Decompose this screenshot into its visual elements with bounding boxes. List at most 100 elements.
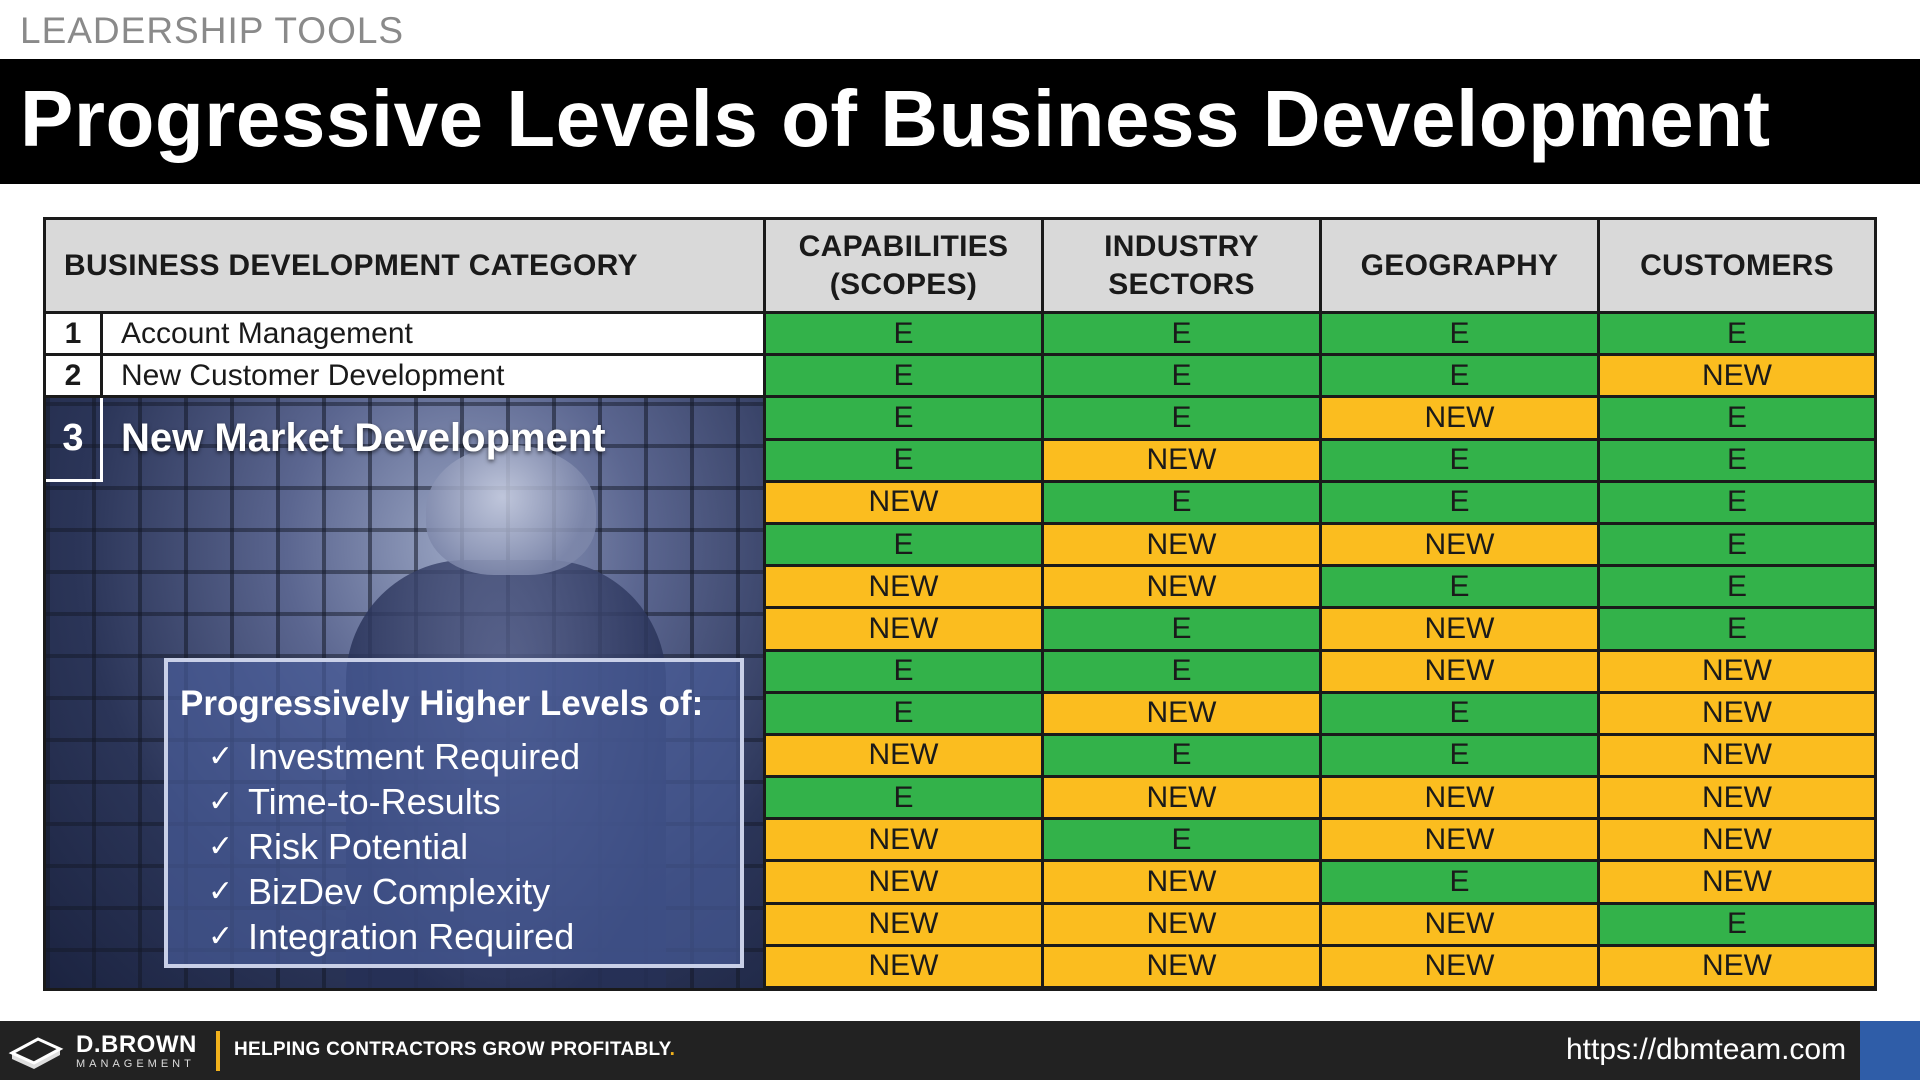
page-title: Progressive Levels of Business Developme… <box>20 74 1771 163</box>
value-cell-industry: E <box>1044 651 1322 694</box>
value-cell-geography: E <box>1322 862 1600 905</box>
category-label: New Market Development <box>121 416 606 461</box>
value-cell-capabilities: NEW <box>766 567 1044 610</box>
list-item: ✓ Integration Required <box>208 914 740 959</box>
column-header-customers: CUSTOMERS <box>1600 220 1874 314</box>
value-cell-customers: NEW <box>1600 778 1874 821</box>
checkmark-icon: ✓ <box>208 920 234 954</box>
value-cell-geography: E <box>1322 482 1600 525</box>
checkmark-icon: ✓ <box>208 875 234 909</box>
value-cell-geography: NEW <box>1322 820 1600 863</box>
category-label: Account Management <box>121 316 413 350</box>
list-item: ✓ BizDev Complexity <box>208 869 740 914</box>
category-label: New Customer Development <box>121 358 505 392</box>
value-cell-customers: NEW <box>1600 946 1874 988</box>
list-item-label: Investment Required <box>248 735 581 777</box>
value-cell-customers: E <box>1600 440 1874 483</box>
value-cell-industry: E <box>1044 609 1322 652</box>
value-cell-customers: E <box>1600 567 1874 610</box>
value-cell-geography: E <box>1322 693 1600 736</box>
category-number: 2 <box>46 356 103 396</box>
value-cell-capabilities: NEW <box>766 904 1044 947</box>
brand-name: D.BROWN <box>76 1031 197 1058</box>
value-cell-industry: E <box>1044 314 1322 357</box>
value-cell-industry: NEW <box>1044 693 1322 736</box>
category-row-new-customer: 2 New Customer Development <box>46 356 766 399</box>
checkmark-icon: ✓ <box>208 785 234 819</box>
list-item-label: Risk Potential <box>248 825 469 867</box>
table-grid: BUSINESS DEVELOPMENT CATEGORY CAPABILITI… <box>46 220 1874 988</box>
brand-subtitle: MANAGEMENT <box>76 1058 195 1070</box>
category-number: 3 <box>46 398 103 483</box>
category-row-account-management: 1 Account Management <box>46 314 766 357</box>
value-cell-industry: E <box>1044 482 1322 525</box>
list-item-label: Integration Required <box>248 915 575 957</box>
footer-accent <box>1860 1021 1920 1080</box>
value-cell-geography: E <box>1322 440 1600 483</box>
value-cell-customers: NEW <box>1600 862 1874 905</box>
checkmark-icon: ✓ <box>208 830 234 864</box>
column-header-geography: GEOGRAPHY <box>1322 220 1600 314</box>
value-cell-industry: NEW <box>1044 862 1322 905</box>
value-cell-customers: NEW <box>1600 356 1874 399</box>
new-market-panel: 3 New Market Development Progressively H… <box>46 398 766 988</box>
value-cell-capabilities: E <box>766 398 1044 441</box>
list-item-label: BizDev Complexity <box>248 870 551 912</box>
value-cell-customers: E <box>1600 314 1874 357</box>
value-cell-geography: NEW <box>1322 778 1600 821</box>
value-cell-industry: E <box>1044 398 1322 441</box>
value-cell-industry: NEW <box>1044 904 1322 947</box>
category-row-new-market: 3 New Market Development <box>46 398 606 483</box>
callout-heading: Progressively Higher Levels of: <box>180 684 704 724</box>
value-cell-geography: NEW <box>1322 651 1600 694</box>
value-cell-industry: E <box>1044 735 1322 779</box>
value-cell-industry: E <box>1044 356 1322 399</box>
value-cell-geography: E <box>1322 314 1600 357</box>
value-cell-geography: E <box>1322 735 1600 779</box>
value-cell-industry: NEW <box>1044 946 1322 988</box>
value-cell-capabilities: NEW <box>766 482 1044 525</box>
value-cell-geography: NEW <box>1322 398 1600 441</box>
value-cell-capabilities: NEW <box>766 946 1044 988</box>
value-cell-geography: NEW <box>1322 609 1600 652</box>
value-cell-geography: E <box>1322 567 1600 610</box>
value-cell-customers: E <box>1600 398 1874 441</box>
value-cell-customers: NEW <box>1600 693 1874 736</box>
category-header: BUSINESS DEVELOPMENT CATEGORY <box>46 220 766 314</box>
bizdev-table: BUSINESS DEVELOPMENT CATEGORY CAPABILITI… <box>43 217 1877 991</box>
value-cell-geography: NEW <box>1322 904 1600 947</box>
value-cell-capabilities: E <box>766 356 1044 399</box>
list-item-label: Time-to-Results <box>248 780 501 822</box>
value-cell-customers: E <box>1600 524 1874 568</box>
dbrown-logo-icon <box>8 1037 64 1069</box>
list-item: ✓ Risk Potential <box>208 824 740 869</box>
value-cell-capabilities: E <box>766 440 1044 483</box>
title-bar: Progressive Levels of Business Developme… <box>0 59 1920 184</box>
value-cell-geography: E <box>1322 356 1600 399</box>
value-cell-customers: E <box>1600 482 1874 525</box>
category-number: 1 <box>46 314 103 354</box>
section-kicker: LEADERSHIP TOOLS <box>20 10 405 51</box>
callout-list: ✓ Investment Required ✓ Time-to-Results ✓ R… <box>180 734 740 959</box>
value-cell-customers: NEW <box>1600 820 1874 863</box>
footer-divider <box>216 1031 220 1071</box>
value-cell-geography: NEW <box>1322 524 1600 568</box>
tagline-dot: . <box>669 1039 676 1060</box>
value-cell-customers: NEW <box>1600 735 1874 779</box>
value-cell-capabilities: E <box>766 651 1044 694</box>
checkmark-icon: ✓ <box>208 740 234 774</box>
hard-hat <box>426 445 596 575</box>
value-cell-capabilities: E <box>766 693 1044 736</box>
column-header-capabilities: CAPABILITIES (SCOPES) <box>766 220 1044 314</box>
value-cell-customers: E <box>1600 609 1874 652</box>
value-cell-industry: NEW <box>1044 440 1322 483</box>
value-cell-customers: E <box>1600 904 1874 947</box>
value-cell-capabilities: NEW <box>766 735 1044 779</box>
tagline: HELPING CONTRACTORS GROW PROFITABLY. <box>234 1039 675 1061</box>
value-cell-industry: NEW <box>1044 778 1322 821</box>
website-link[interactable]: https://dbmteam.com <box>1566 1033 1847 1066</box>
value-cell-capabilities: E <box>766 778 1044 821</box>
footer-bar: D.BROWN MANAGEMENT HELPING CONTRACTORS G… <box>0 1021 1920 1080</box>
value-cell-capabilities: NEW <box>766 862 1044 905</box>
value-cell-industry: E <box>1044 820 1322 863</box>
